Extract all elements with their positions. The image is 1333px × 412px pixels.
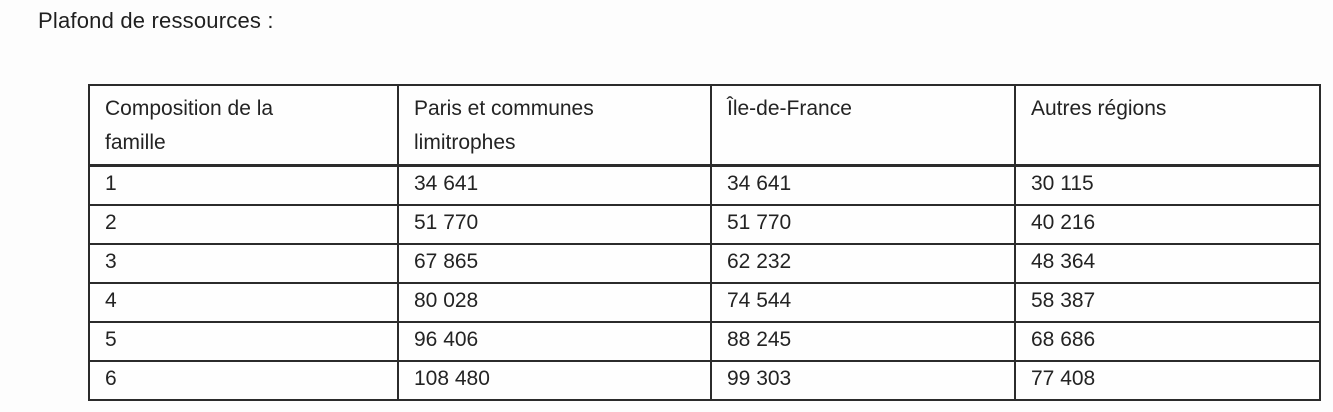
table-row: 6 108 480 99 303 77 408 bbox=[88, 359, 1321, 401]
column-header-label: Composition de la famille bbox=[105, 97, 274, 154]
cell-composition: 6 bbox=[88, 359, 399, 401]
cell-ile-de-france: 34 641 bbox=[710, 164, 1016, 206]
column-header-paris: Paris et communes limitrophes bbox=[397, 84, 712, 167]
cell-ile-de-france: 74 544 bbox=[710, 281, 1016, 323]
cell-autres-regions: 68 686 bbox=[1014, 320, 1321, 362]
cell-paris: 108 480 bbox=[397, 359, 712, 401]
table-header-row: Composition de la famille Paris et commu… bbox=[88, 84, 1321, 167]
cell-composition: 5 bbox=[88, 320, 399, 362]
column-header-ile-de-france: Île-de-France bbox=[710, 84, 1016, 167]
table-row: 1 34 641 34 641 30 115 bbox=[88, 164, 1321, 206]
cell-autres-regions: 58 387 bbox=[1014, 281, 1321, 323]
cell-composition: 1 bbox=[88, 164, 399, 206]
table-row: 4 80 028 74 544 58 387 bbox=[88, 281, 1321, 323]
cell-paris: 67 865 bbox=[397, 242, 712, 284]
table-row: 2 51 770 51 770 40 216 bbox=[88, 203, 1321, 245]
table-row: 3 67 865 62 232 48 364 bbox=[88, 242, 1321, 284]
cell-autres-regions: 40 216 bbox=[1014, 203, 1321, 245]
cell-autres-regions: 48 364 bbox=[1014, 242, 1321, 284]
cell-paris: 96 406 bbox=[397, 320, 712, 362]
column-header-label: Île-de-France bbox=[727, 97, 852, 120]
cell-ile-de-france: 62 232 bbox=[710, 242, 1016, 284]
plafond-ressources-table: Composition de la famille Paris et commu… bbox=[88, 84, 1321, 401]
column-header-composition: Composition de la famille bbox=[88, 84, 399, 167]
table-row: 5 96 406 88 245 68 686 bbox=[88, 320, 1321, 362]
column-header-label: Autres régions bbox=[1031, 97, 1167, 120]
cell-composition: 2 bbox=[88, 203, 399, 245]
cell-paris: 34 641 bbox=[397, 164, 712, 206]
cell-composition: 4 bbox=[88, 281, 399, 323]
cell-ile-de-france: 99 303 bbox=[710, 359, 1016, 401]
cell-ile-de-france: 88 245 bbox=[710, 320, 1016, 362]
column-header-autres-regions: Autres régions bbox=[1014, 84, 1321, 167]
page-title: Plafond de ressources : bbox=[38, 8, 274, 33]
cell-paris: 80 028 bbox=[397, 281, 712, 323]
column-header-label: Paris et communes limitrophes bbox=[414, 97, 594, 154]
cell-ile-de-france: 51 770 bbox=[710, 203, 1016, 245]
cell-autres-regions: 30 115 bbox=[1014, 164, 1321, 206]
cell-composition: 3 bbox=[88, 242, 399, 284]
cell-paris: 51 770 bbox=[397, 203, 712, 245]
cell-autres-regions: 77 408 bbox=[1014, 359, 1321, 401]
